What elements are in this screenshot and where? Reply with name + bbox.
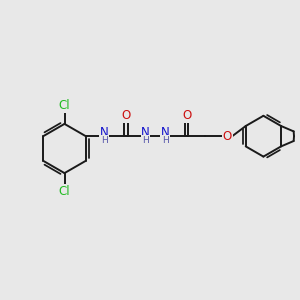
Text: Cl: Cl: [59, 185, 70, 198]
Text: H: H: [162, 136, 168, 145]
Text: Cl: Cl: [59, 99, 70, 112]
Text: N: N: [141, 126, 150, 139]
Text: O: O: [122, 109, 130, 122]
Text: H: H: [101, 136, 108, 145]
Text: O: O: [223, 130, 232, 143]
Text: O: O: [182, 109, 191, 122]
Text: N: N: [160, 126, 169, 139]
Text: N: N: [100, 126, 109, 139]
Text: H: H: [142, 136, 149, 145]
